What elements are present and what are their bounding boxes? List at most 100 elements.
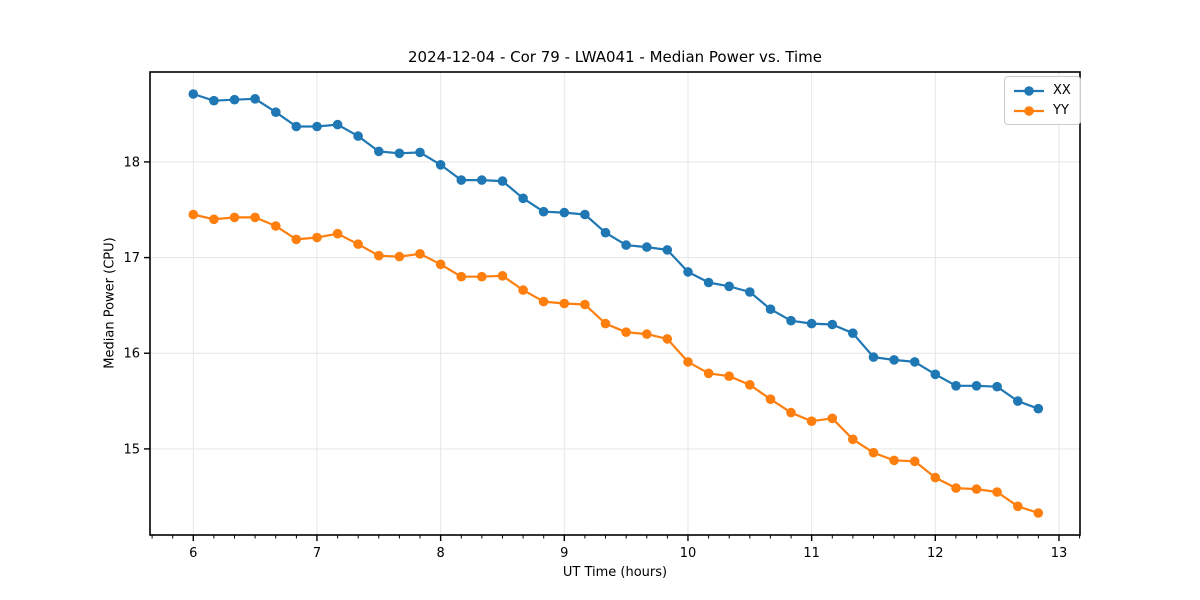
data-point-xx [559, 207, 570, 218]
data-point-xx [518, 193, 528, 204]
data-point-yy [394, 251, 405, 262]
legend-swatch-xx [1014, 85, 1044, 96]
data-point-yy [477, 271, 487, 282]
data-point-yy [559, 298, 570, 309]
data-point-xx [662, 245, 673, 255]
y-tick-label: 15 [123, 442, 140, 457]
data-point-yy [435, 259, 446, 270]
data-point-yy [353, 239, 363, 249]
data-point-yy [909, 456, 920, 467]
data-point-xx [786, 315, 796, 326]
data-point-yy [827, 413, 838, 424]
legend-label-yy: YY [1053, 103, 1069, 118]
data-point-xx [868, 352, 879, 362]
data-point-xx [497, 176, 508, 186]
data-point-yy [889, 455, 899, 466]
data-point-xx [188, 89, 199, 99]
data-point-xx [1033, 403, 1044, 414]
data-point-xx [621, 240, 631, 250]
data-point-yy [765, 394, 776, 405]
data-point-yy [271, 221, 281, 231]
data-point-yy [374, 250, 384, 261]
data-point-yy [1033, 508, 1044, 518]
data-point-yy [806, 416, 817, 427]
data-point-xx [312, 121, 322, 132]
data-point-yy [951, 483, 961, 493]
data-point-yy [621, 327, 631, 338]
x-tick-label: 11 [803, 546, 820, 561]
legend-item-yy: YY [1012, 101, 1071, 120]
legend-swatch-yy [1014, 105, 1044, 116]
data-point-yy [250, 212, 260, 223]
data-point-yy [538, 296, 549, 307]
x-tick-label: 10 [680, 546, 697, 561]
data-point-xx [765, 304, 776, 315]
data-point-xx [477, 175, 487, 185]
data-point-yy [415, 249, 425, 259]
data-point-xx [1013, 396, 1023, 406]
data-point-yy [683, 357, 693, 367]
data-point-xx [971, 381, 982, 391]
data-point-yy [930, 472, 941, 483]
data-point-yy [497, 271, 508, 281]
data-point-yy [1013, 501, 1023, 512]
data-point-xx [724, 281, 734, 292]
data-point-xx [992, 381, 1002, 392]
x-tick-label: 12 [927, 546, 944, 561]
x-tick-label: 8 [436, 546, 444, 561]
data-point-xx [538, 206, 549, 217]
data-point-xx [291, 121, 302, 132]
legend: XX YY [1004, 76, 1081, 125]
data-point-yy [868, 447, 879, 458]
data-point-xx [271, 107, 281, 117]
x-tick-label: 9 [560, 546, 568, 561]
data-point-xx [456, 175, 467, 185]
data-point-yy [229, 212, 240, 223]
data-point-yy [209, 214, 219, 225]
x-tick-label: 13 [1051, 546, 1068, 561]
data-point-yy [580, 299, 590, 310]
x-axis-label: UT Time (hours) [562, 565, 668, 580]
data-point-yy [971, 484, 982, 494]
data-point-xx [435, 160, 446, 170]
x-tick-label: 6 [189, 546, 197, 561]
legend-marker-xx [1024, 85, 1034, 96]
data-point-xx [250, 94, 260, 104]
x-tick-label: 7 [313, 546, 321, 561]
data-point-yy [642, 329, 652, 339]
data-point-xx [909, 357, 920, 367]
y-tick-label: 17 [123, 251, 140, 266]
data-point-xx [642, 242, 652, 252]
data-point-xx [806, 318, 817, 329]
data-point-xx [703, 277, 714, 288]
legend-marker-yy [1024, 105, 1034, 116]
data-point-yy [518, 285, 528, 295]
data-point-xx [580, 209, 590, 220]
data-point-yy [745, 380, 755, 390]
data-point-xx [374, 146, 384, 157]
data-point-xx [394, 148, 405, 159]
axes-box [149, 71, 1081, 536]
chart-title: 2024-12-04 - Cor 79 - LWA041 - Median Po… [408, 48, 822, 66]
y-tick-label: 18 [123, 155, 140, 170]
data-point-xx [683, 267, 693, 277]
data-point-yy [992, 487, 1002, 497]
data-point-xx [332, 119, 343, 130]
legend-item-xx: XX [1012, 81, 1071, 100]
data-point-xx [415, 147, 425, 158]
data-point-yy [724, 371, 734, 382]
data-point-yy [848, 434, 858, 445]
data-point-yy [600, 318, 611, 329]
data-point-yy [188, 209, 199, 220]
data-point-yy [703, 368, 714, 379]
data-point-xx [229, 94, 240, 105]
data-point-xx [930, 369, 941, 380]
data-point-xx [353, 131, 363, 141]
data-point-xx [600, 227, 611, 238]
data-point-yy [291, 234, 302, 245]
data-point-yy [786, 407, 796, 418]
data-point-yy [332, 228, 343, 239]
data-point-xx [827, 319, 838, 330]
